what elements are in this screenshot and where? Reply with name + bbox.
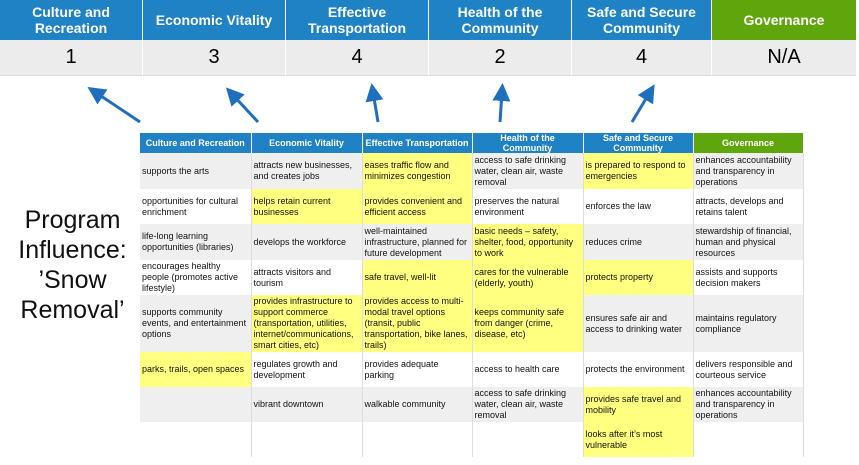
arrow-icon	[225, 87, 260, 124]
arrow-icon	[630, 84, 655, 123]
table-cell: opportunities for cultural enrichment	[140, 189, 252, 224]
table-cell: enhances accountability and transparency…	[693, 387, 804, 422]
table-header: Safe and Secure Community	[583, 133, 694, 153]
table-cell	[362, 422, 473, 457]
table-row: looks after it’s most vulnerable	[140, 422, 804, 457]
table-cell: assists and supports decision makers	[693, 260, 804, 295]
table-cell: provides convenient and efficient access	[362, 189, 473, 224]
table-cell: regulates growth and development	[251, 352, 363, 387]
score-economic: 3	[143, 40, 286, 76]
table-cell: reduces crime	[583, 224, 694, 260]
score-transportation: 4	[286, 40, 429, 76]
header-safe: Safe and Secure Community	[572, 0, 712, 40]
table-cell: encourages healthy people (promotes acti…	[140, 260, 252, 295]
header-transportation: Effective Transportation	[286, 0, 429, 40]
table-row: supports community events, and entertain…	[140, 295, 804, 352]
table-cell: provides adequate parking	[362, 352, 473, 387]
influence-table: Culture and Recreation Economic Vitality E…	[140, 133, 804, 457]
score-culture: 1	[0, 40, 143, 76]
header-economic: Economic Vitality	[143, 0, 286, 40]
table-cell: access to health care	[472, 352, 584, 387]
table-cell: protects the environment	[583, 352, 694, 387]
score-governance: N/A	[712, 40, 857, 76]
table-cell	[693, 422, 804, 457]
table-header: Health of the Community	[472, 133, 584, 153]
header-health: Health of the Community	[429, 0, 572, 40]
table-cell: well-maintained infrastructure, planned …	[362, 224, 473, 260]
table-row: vibrant downtown walkable community access…	[140, 387, 804, 422]
table-header: Economic Vitality	[251, 133, 363, 153]
header-governance: Governance	[712, 0, 857, 40]
table-cell: basic needs – safety, shelter, food, opp…	[472, 224, 584, 260]
table-header: Culture and Recreation	[140, 133, 252, 153]
table-cell: keeps community safe from danger (crime,…	[472, 295, 584, 352]
table-cell	[251, 422, 363, 457]
table-cell: vibrant downtown	[251, 387, 363, 422]
table-row: encourages healthy people (promotes acti…	[140, 260, 804, 295]
table-cell	[472, 422, 584, 457]
table-row: parks, trails, open spaces regulates grow…	[140, 352, 804, 387]
table-cell: access to safe drinking water, clean air…	[472, 387, 584, 422]
table-cell: supports community events, and entertain…	[140, 295, 252, 352]
arrow-icon	[492, 83, 511, 123]
table-cell: provides infrastructure to support comme…	[251, 295, 363, 352]
table-header: Governance	[693, 133, 804, 153]
table-cell: attracts, develops and retains talent	[693, 189, 804, 224]
table-cell: helps retain current businesses	[251, 189, 363, 224]
table-cell: develops the workforce	[251, 224, 363, 260]
table-header: Effective Transportation	[362, 133, 473, 153]
table-cell	[140, 422, 252, 457]
table-cell: parks, trails, open spaces	[140, 352, 252, 387]
table-cell: protects property	[583, 260, 694, 295]
table-cell: looks after it’s most vulnerable	[583, 422, 694, 457]
score-health: 2	[429, 40, 572, 76]
table-cell: provides safe travel and mobility	[583, 387, 694, 422]
table-cell: life-long learning opportunities (librar…	[140, 224, 252, 260]
table-cell: is prepared to respond to emergencies	[583, 153, 694, 189]
score-header: Culture and Recreation Economic Vitality…	[0, 0, 857, 76]
table-cell: attracts visitors and tourism	[251, 260, 363, 295]
score-safe: 4	[572, 40, 712, 76]
arrow-icon	[365, 83, 384, 123]
table-cell: cares for the vulnerable (elderly, youth…	[472, 260, 584, 295]
table-cell: preserves the natural environment	[472, 189, 584, 224]
table-cell: ensures safe air and access to drinking …	[583, 295, 694, 352]
table-cell: stewardship of financial, human and phys…	[693, 224, 804, 260]
table-cell: delivers responsible and courteous servi…	[693, 352, 804, 387]
table-cell: eases traffic flow and minimizes congest…	[362, 153, 473, 189]
arrows	[87, 83, 655, 124]
table-cell: supports the arts	[140, 153, 252, 189]
table-cell: provides access to multi-modal travel op…	[362, 295, 473, 352]
header-culture: Culture and Recreation	[0, 0, 143, 40]
table-row: opportunities for cultural enrichment hel…	[140, 189, 804, 224]
table-cell: enhances accountability and transparency…	[693, 153, 804, 189]
table-cell: walkable community	[362, 387, 473, 422]
table-cell	[140, 387, 252, 422]
table-row: supports the arts attracts new businesses…	[140, 153, 804, 189]
table-cell: safe travel, well-lit	[362, 260, 473, 295]
table-cell: enforces the law	[583, 189, 694, 224]
table-cell: maintains regulatory compliance	[693, 295, 804, 352]
table-row: life-long learning opportunities (librar…	[140, 224, 804, 260]
program-title: Program Influence: ’Snow Removal’	[18, 206, 127, 324]
table-cell: access to safe drinking water, clean air…	[472, 153, 584, 189]
arrow-icon	[87, 87, 141, 124]
table-cell: attracts new businesses, and creates job…	[251, 153, 363, 189]
